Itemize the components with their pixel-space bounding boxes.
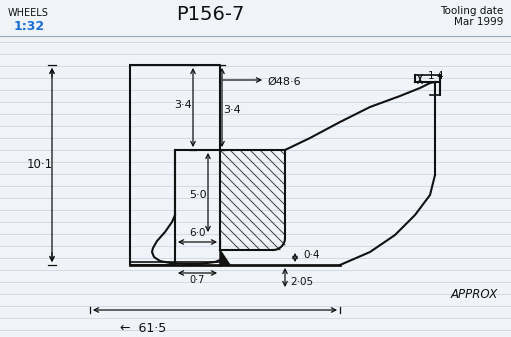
Text: 3·4: 3·4 [174,100,192,110]
Text: P156-7: P156-7 [176,5,244,24]
Text: 5·0: 5·0 [189,190,207,200]
Text: 0·7: 0·7 [189,275,205,285]
Text: 10·1: 10·1 [27,158,53,172]
Text: 0·4: 0·4 [303,250,319,260]
Text: 6·0: 6·0 [189,228,205,238]
Text: 3·4: 3·4 [223,105,241,115]
Text: 2·05: 2·05 [290,277,313,287]
Text: WHEELS: WHEELS [8,8,49,18]
Text: Tooling date: Tooling date [440,6,503,16]
Text: 1:32: 1:32 [14,20,45,33]
Text: ←  61·5: ← 61·5 [120,322,166,335]
Polygon shape [220,250,230,265]
Text: APPROX: APPROX [451,288,498,301]
Text: Mar 1999: Mar 1999 [454,17,503,27]
Text: Ø48·6: Ø48·6 [267,77,300,87]
Text: 1·4: 1·4 [428,71,445,81]
